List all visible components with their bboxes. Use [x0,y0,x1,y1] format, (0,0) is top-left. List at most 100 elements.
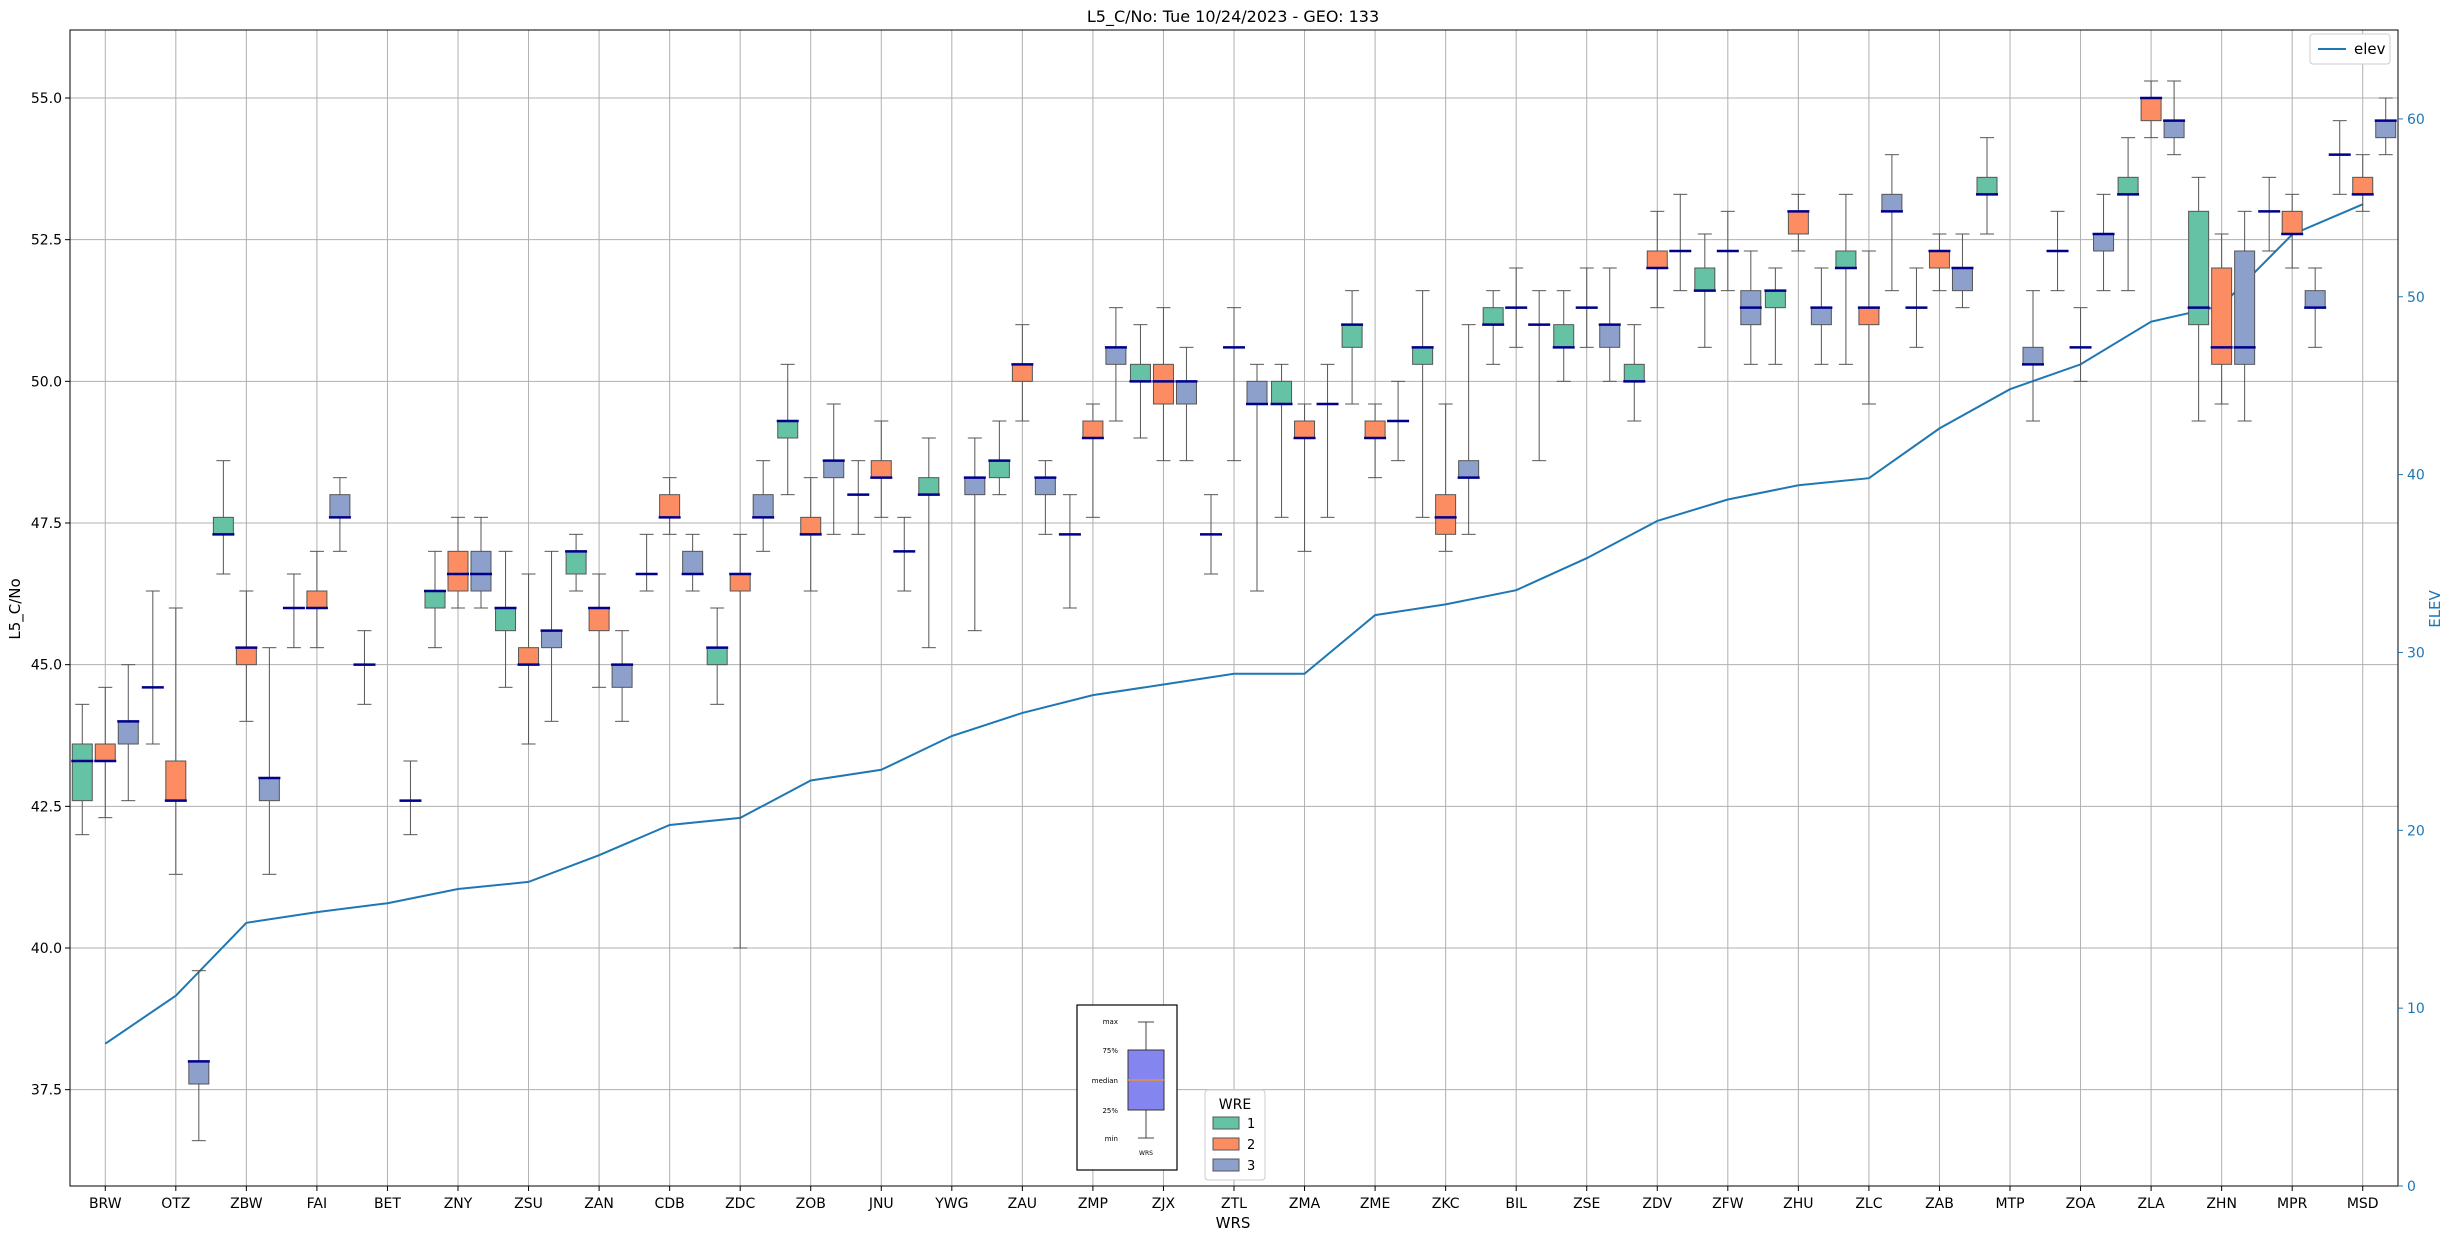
box-zob-wre3 [822,403,845,535]
elev-series [104,203,2364,1045]
box-mpr-wre2 [2281,193,2304,269]
y-tick-label: 47.5 [31,516,62,532]
y2-tick-label: 30 [2407,645,2425,661]
box-zdv-wre1 [1623,324,1646,422]
box-zob-wre2 [799,477,822,592]
box-zbw-wre3 [258,647,281,875]
legend-elev-label: elev [2354,40,2386,58]
legend-wre-swatch-2 [1212,1137,1240,1151]
box-ztl-wre1 [1200,494,1222,575]
box-bil-wre3 [1528,290,1551,462]
box-zlc-wre3 [1880,154,1903,292]
x-tick-label: BRW [89,1196,122,1212]
box-zoa-wre3 [2092,193,2115,292]
box-iqr [2352,176,2374,195]
box-zse-wre3 [1598,267,1621,382]
box-iqr [2140,97,2162,122]
x-tick-label: ZLC [1855,1196,1882,1212]
x-tick-label: ZSU [514,1196,543,1212]
y2-tick-label: 40 [2407,468,2425,484]
legend-wre-title: WRE [1219,1097,1251,1113]
x-tick-label: ZAU [1008,1196,1037,1212]
chart-title: L5_C/No: Tue 10/24/2023 - GEO: 133 [1087,7,1379,27]
box-zsu-wre3 [540,550,563,722]
x-tick-label: ZTL [1221,1196,1247,1212]
box-brw-wre1 [71,703,94,836]
box-key-label-q1: 25% [1102,1107,1118,1115]
legend-wre-label-1: 1 [1247,1117,1255,1132]
box-jnu-wre1 [847,460,870,535]
box-iqr [2211,267,2233,365]
box-zjx-wre1 [1129,324,1152,439]
x-axis-label: WRS [1216,1214,1251,1232]
box-otz-wre2 [164,607,187,875]
box-iqr [1623,363,1645,382]
x-tick-label: ZNY [444,1196,473,1212]
box-iqr [1152,363,1174,405]
box-iqr [1341,324,1363,348]
box-zdv-wre2 [1646,210,1669,309]
box-iqr [1364,420,1386,439]
box-iqr [1271,380,1293,405]
legend-wre-swatch-1 [1212,1116,1240,1130]
box-zab-wre3 [1951,233,1974,309]
box-zkc-wre1 [1411,290,1434,518]
box-key-label-wrs: WRS [1139,1150,1153,1157]
box-zny-wre3 [470,516,492,609]
x-tick-label: BIL [1505,1196,1527,1212]
box-bet-wre1 [353,630,376,705]
box-iqr [2163,120,2185,139]
box-iqr [470,550,492,592]
box-mpr-wre3 [2304,267,2327,348]
x-tick-label: MPR [2277,1196,2308,1212]
box-iqr [212,516,234,535]
box-zhn-wre1 [2187,176,2210,422]
box-zkc-wre2 [1434,403,1457,552]
box-zhn-wre2 [2210,233,2233,405]
y-tick-label: 37.5 [31,1083,62,1099]
box-fai-wre2 [305,550,328,649]
box-zmp-wre3 [1104,307,1127,422]
box-series [71,80,2397,1142]
x-tick-label: ZAN [584,1196,614,1212]
legend-wre-label-2: 2 [1247,1138,1255,1153]
box-zfw-wre2 [1716,210,1739,292]
box-iqr [611,664,633,688]
box-iqr [588,607,610,632]
x-tick-label: ZOA [2066,1196,2096,1212]
box-mtp-wre3 [2022,290,2044,422]
box-zse-wre1 [1552,290,1575,382]
box-iqr [1082,420,1104,439]
y-axis-left: 37.5 40.0 42.5 45.0 47.5 50.0 52.5 55.0 [31,91,70,1099]
x-tick-label: ZAB [1925,1196,1954,1212]
box-iqr [565,550,587,575]
y2-tick-label: 10 [2407,1001,2425,1017]
box-iqr [659,494,681,518]
x-tick-label: ZDC [725,1196,755,1212]
x-tick-label: ZOB [796,1196,826,1212]
box-zdc-wre2 [729,533,752,949]
box-iqr [988,460,1010,479]
box-zla-wre3 [2163,80,2186,156]
y-axis-label: L5_C/No [6,578,25,639]
box-zlc-wre1 [1834,193,1857,365]
box-msd-wre1 [2328,120,2351,195]
box-iqr [1011,363,1033,382]
box-key-label-max: max [1103,1018,1118,1026]
x-tick-label: YWG [934,1196,968,1212]
box-zny-wre2 [447,516,469,609]
box-iqr [1412,346,1434,365]
box-iqr [1646,250,1668,269]
box-iqr [1694,267,1716,292]
y-tick-label: 55.0 [31,91,62,107]
box-mtp-wre1 [1976,137,1998,235]
box-bet-wre3 [399,760,422,836]
box-zsu-wre2 [517,573,540,745]
x-tick-label: JNU [868,1196,894,1212]
box-iqr [2093,233,2115,252]
box-zau-wre2 [1011,324,1034,422]
box-iqr [1858,307,1880,326]
box-iqr [706,647,728,666]
x-tick-label: ZDV [1642,1196,1672,1212]
